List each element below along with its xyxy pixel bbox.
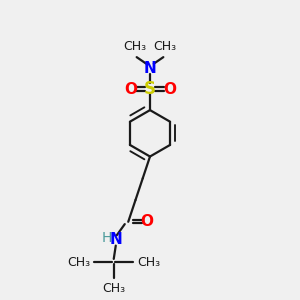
Text: CH₃: CH₃ [102, 282, 125, 295]
Text: CH₃: CH₃ [153, 40, 176, 53]
Text: CH₃: CH₃ [124, 40, 147, 53]
Text: H: H [102, 231, 112, 245]
Text: CH₃: CH₃ [67, 256, 90, 269]
Text: O: O [141, 214, 154, 229]
Text: O: O [163, 82, 176, 97]
Text: O: O [124, 82, 137, 97]
Text: N: N [110, 232, 122, 247]
Text: N: N [144, 61, 156, 76]
Text: S: S [144, 80, 156, 98]
Text: CH₃: CH₃ [137, 256, 161, 269]
